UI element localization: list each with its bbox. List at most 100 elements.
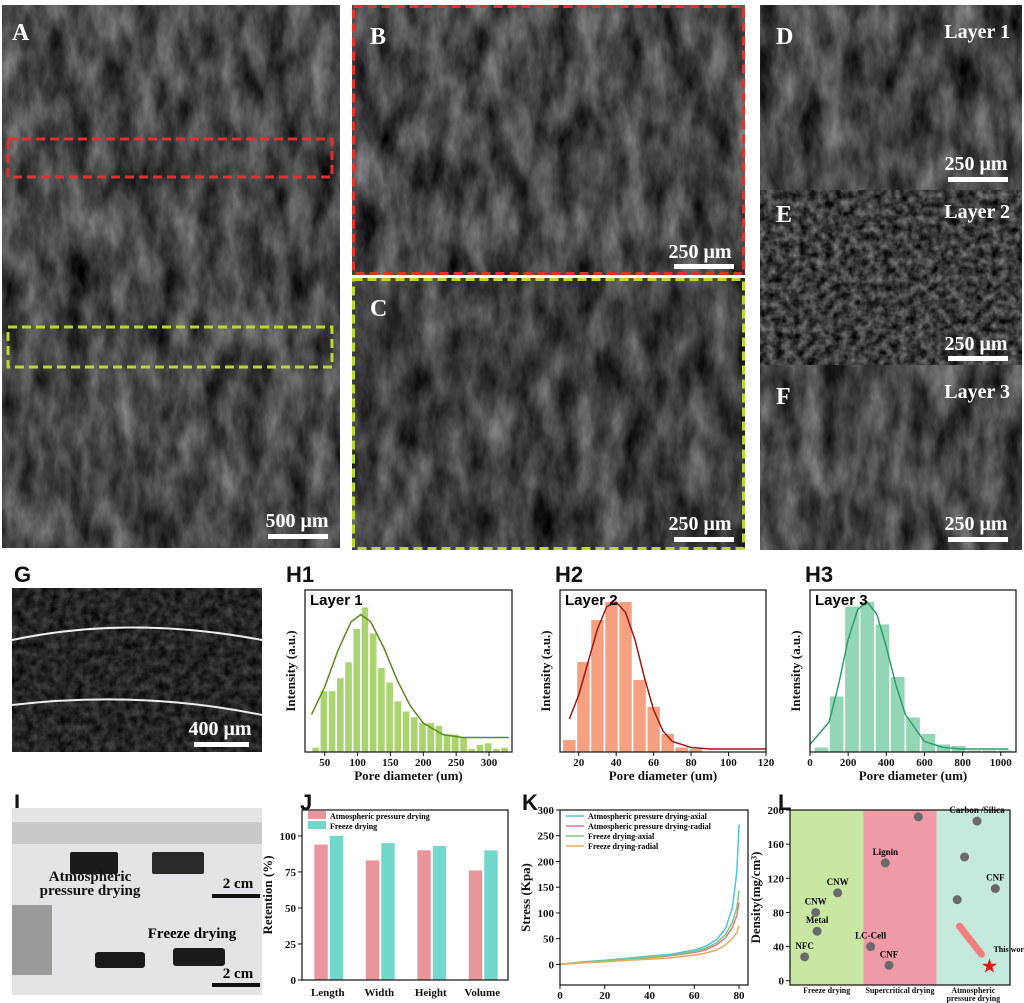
legend-label: Atmospheric pressure drying	[330, 812, 430, 821]
x-tick-label: Height	[415, 987, 447, 999]
sample	[152, 852, 204, 874]
histogram-bar	[452, 734, 459, 752]
bar	[484, 850, 498, 980]
sample-label: Atmospheric pressure drying	[39, 870, 141, 899]
histogram-bar	[829, 696, 844, 752]
y-tick-label: 50	[543, 934, 555, 946]
y-tick-label: 50	[285, 903, 297, 915]
panel-i: I Atmospheric pressure drying 2 cm Freez…	[12, 790, 262, 995]
axes-frame	[301, 809, 509, 981]
histogram-bar	[345, 662, 352, 752]
point-label: NFC	[795, 941, 814, 951]
legend-label: Freeze drying-radial	[588, 842, 659, 851]
region-label: Supercritical drying	[865, 987, 935, 995]
panel-label: L	[778, 790, 791, 815]
line	[559, 925, 740, 966]
histogram-bar	[591, 620, 604, 752]
panel-label: H2	[555, 562, 583, 587]
histogram-bar	[328, 691, 336, 752]
scale-bar	[674, 537, 734, 542]
plot-area	[310, 607, 509, 752]
histogram-bar	[563, 740, 576, 752]
histogram-bar	[312, 747, 319, 752]
panel-label: G	[14, 562, 31, 587]
y-tick-label: 0	[549, 959, 555, 971]
sample	[95, 952, 145, 968]
point-label: CNF	[986, 873, 1005, 883]
histogram-bar	[419, 723, 426, 752]
x-tick-label: 100	[349, 757, 366, 769]
sample	[173, 948, 225, 966]
scale-label: 2 cm	[223, 966, 254, 982]
y-tick-label: 0	[291, 975, 297, 987]
y-axis-label: Stress (Kpa)	[518, 863, 533, 932]
point	[913, 812, 923, 822]
x-axis-label: Pore diameter (um)	[609, 768, 718, 783]
y-axis-label: Intensity (a.u.)	[788, 630, 803, 711]
sample-label-box: Atmospheric pressure drying	[39, 870, 141, 899]
histogram-bar	[410, 717, 418, 752]
histogram-bar	[860, 602, 875, 752]
histogram-bar	[605, 602, 618, 752]
region-label-box: Atmospheric pressure drying	[946, 987, 1001, 1003]
panel-label: F	[776, 384, 791, 410]
micrograph-texture	[2, 5, 340, 548]
highlight-star	[981, 958, 998, 973]
x-tick-label: 600	[916, 757, 933, 769]
histogram-bar	[577, 662, 590, 752]
y-axis-label: Intensity (a.u.)	[283, 630, 298, 711]
scale-label: 250 μm	[945, 513, 1008, 535]
region-c-box	[6, 325, 334, 369]
y-axis-label: Retention (%)	[260, 855, 275, 934]
point	[952, 895, 962, 905]
histogram-bar	[468, 749, 476, 752]
x-tick-label: Length	[311, 987, 345, 999]
legend-label: Freeze drying-axial	[588, 832, 655, 841]
panel-a: A 500 μm	[2, 5, 340, 548]
point-label: CNW	[805, 896, 827, 906]
panel-label: H1	[286, 562, 314, 587]
histogram-bar	[875, 624, 890, 752]
bar	[432, 846, 447, 980]
bar	[417, 850, 431, 980]
y-tick-label: 100	[280, 831, 297, 843]
panel-c: C 250 μm	[352, 278, 745, 550]
histogram-bar	[982, 750, 997, 752]
histogram-bar	[689, 749, 702, 752]
chart: H3 Pore diameter (um) Intensity (a.u.) 0 200…	[788, 562, 1017, 783]
bar	[365, 860, 380, 980]
axes-frame	[559, 589, 767, 753]
plot-area	[809, 600, 1012, 752]
scale-bar	[948, 356, 1008, 361]
point-label: CNW	[827, 877, 849, 887]
panel-label: A	[12, 20, 30, 46]
scale-label: 2 cm	[223, 876, 254, 892]
x-tick-label: 40	[611, 757, 623, 769]
histogram-bar	[906, 717, 920, 752]
frame	[352, 278, 745, 550]
plot-area	[559, 824, 740, 966]
ruler	[12, 822, 262, 844]
x-tick-label: 60	[689, 990, 701, 1002]
scale-bar	[948, 177, 1008, 182]
point	[884, 960, 894, 970]
layer-boundary	[11, 698, 263, 716]
region-label-box: Supercritical drying	[865, 987, 935, 995]
frame	[352, 5, 745, 275]
panel-b: B 250 μm	[352, 5, 745, 275]
region-label: Atmospheric pressure drying	[946, 987, 1001, 1003]
point-label: Metal	[806, 915, 829, 925]
histogram-bar	[633, 680, 646, 752]
bar	[468, 870, 483, 980]
histogram-bar	[501, 747, 508, 752]
scale-bar	[212, 894, 260, 898]
point-label: LC-Cell	[855, 931, 886, 941]
x-tick-label: 80	[734, 990, 746, 1002]
histogram-bar	[845, 606, 859, 752]
x-axis-label: Pore diameter (um)	[859, 768, 968, 783]
point	[812, 926, 822, 936]
x-tick-label: 300	[481, 757, 498, 769]
histogram-bar	[484, 743, 492, 752]
histogram-bar	[361, 607, 369, 752]
chart: K Strain (%) Stress (Kpa) 0 20 40 60 80 0 50 100 15…	[518, 790, 749, 1003]
